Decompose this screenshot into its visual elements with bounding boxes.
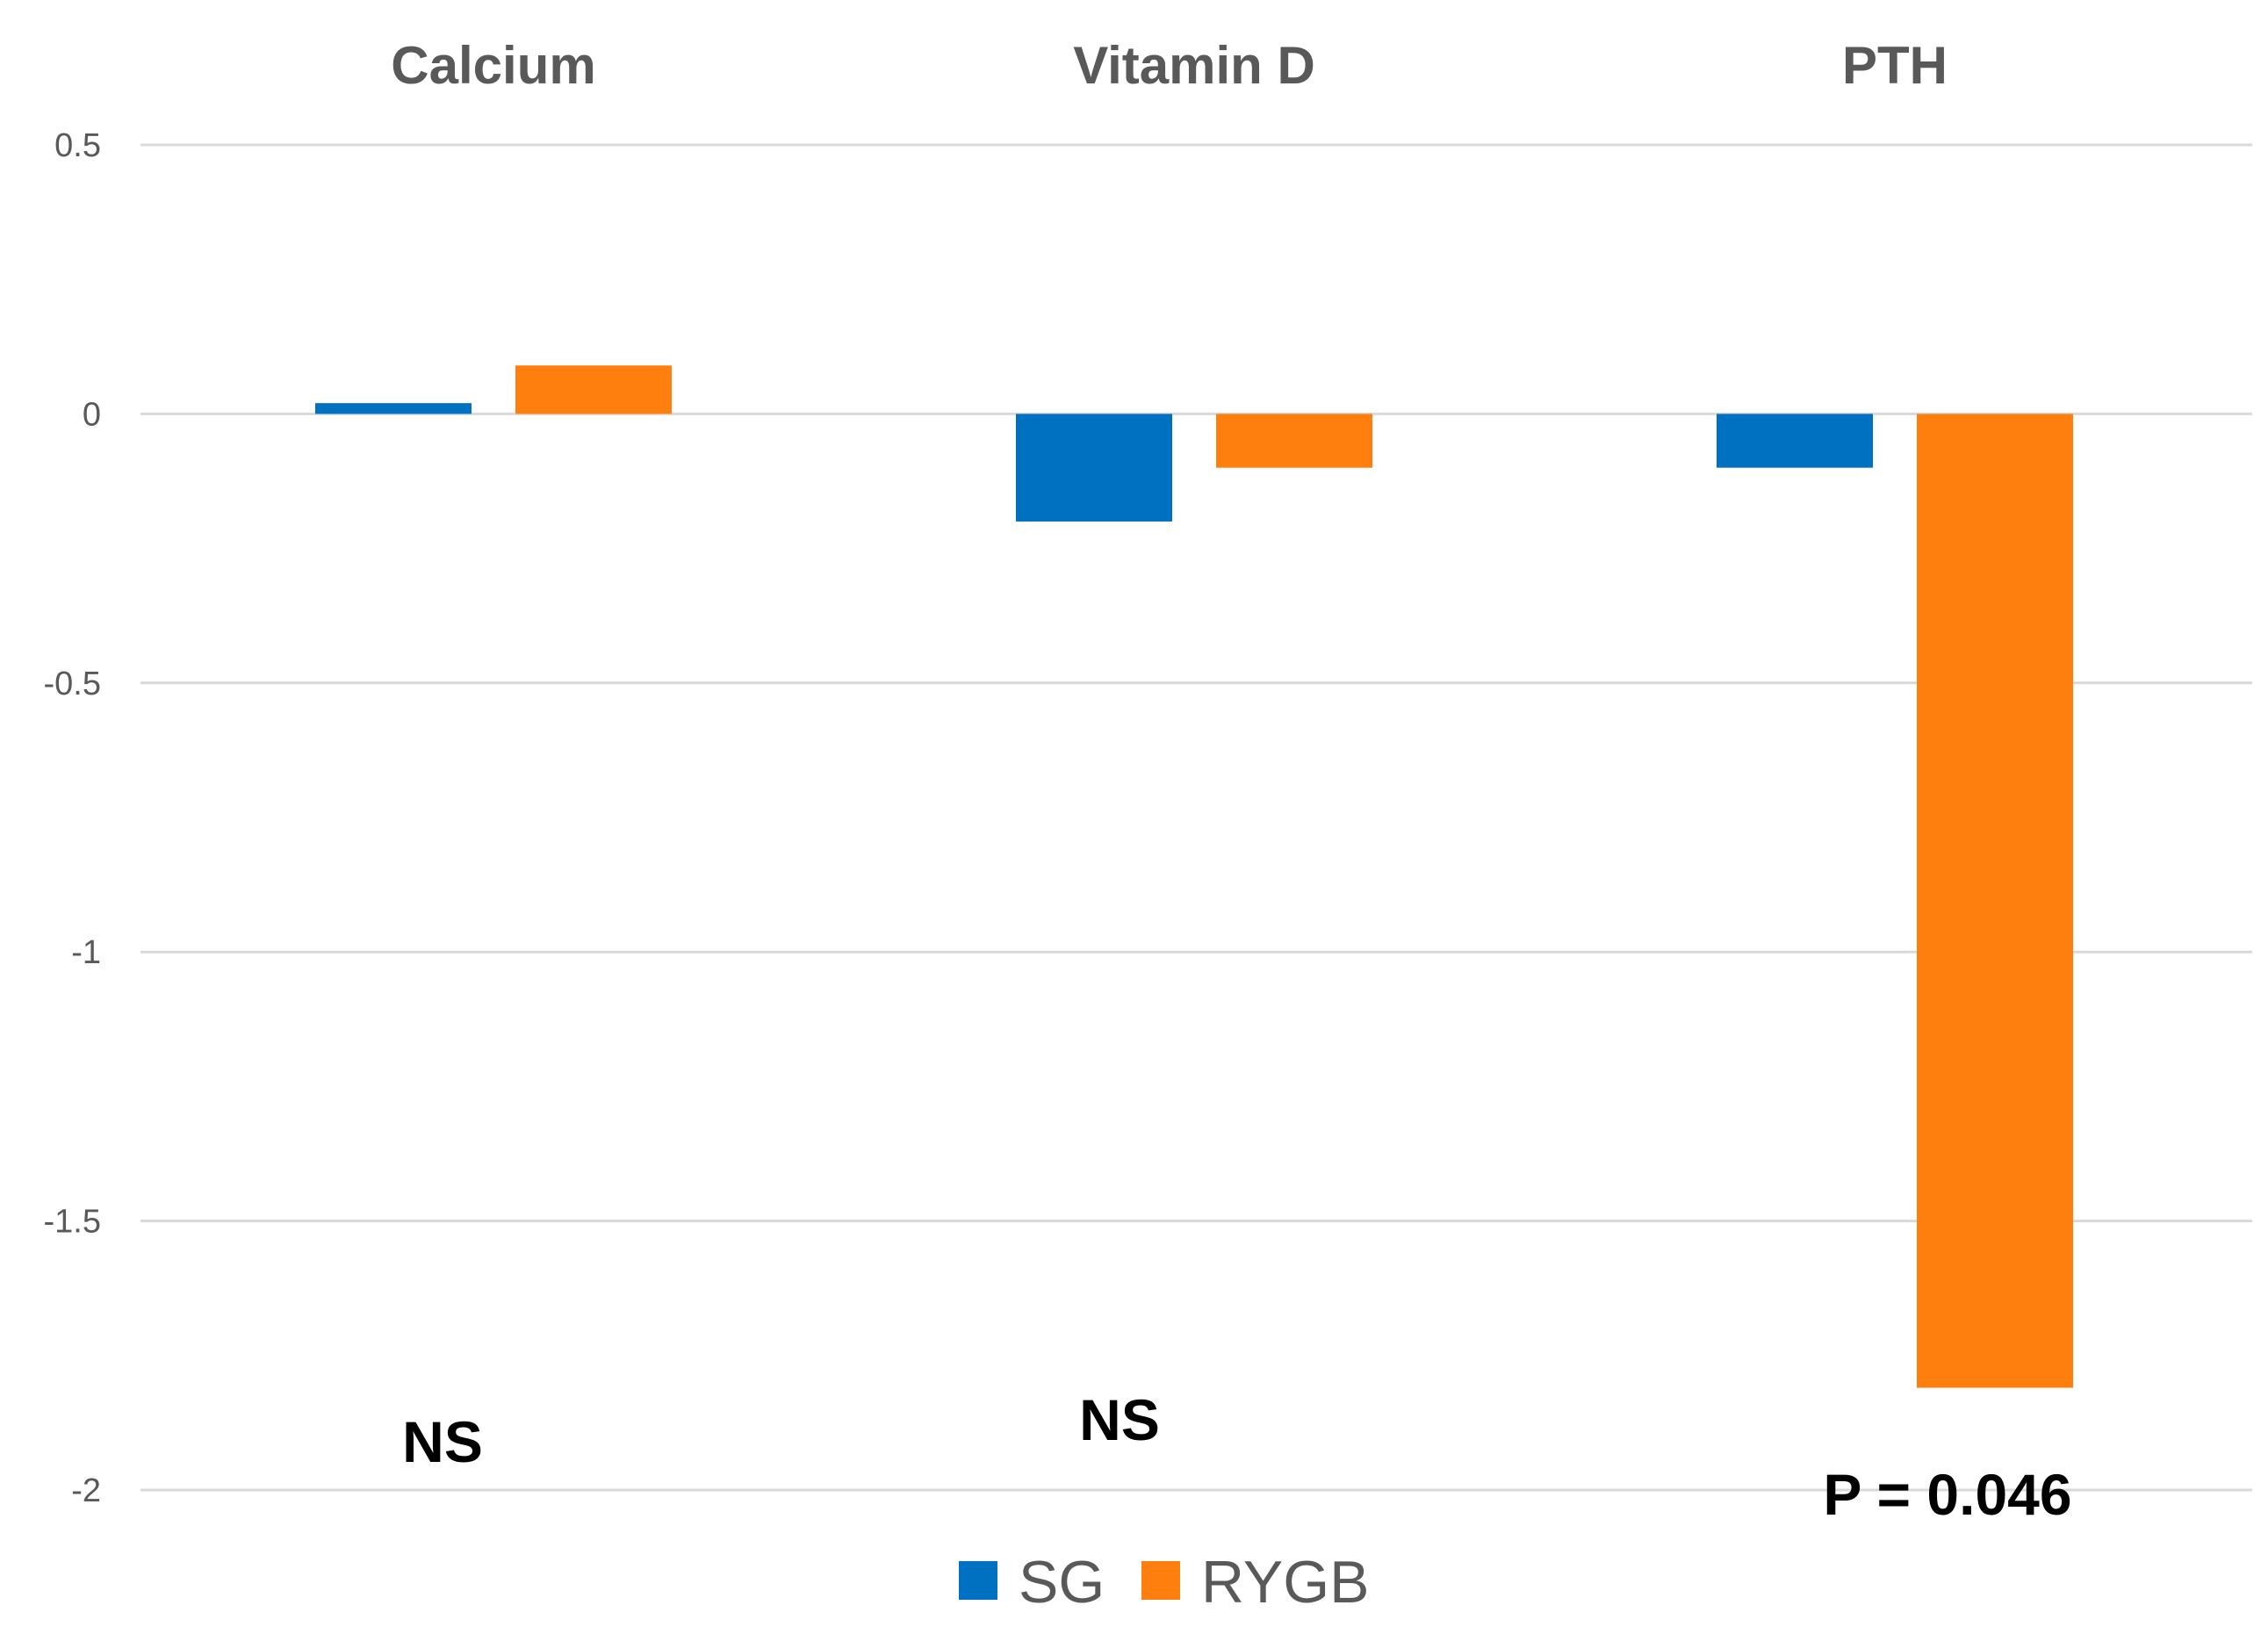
category-label: Vitamin D bbox=[1073, 36, 1315, 95]
legend-swatch bbox=[1141, 1561, 1180, 1600]
bar-sg-pth bbox=[1717, 414, 1873, 468]
bar-rygb-vitamin-d bbox=[1216, 414, 1372, 468]
bar-sg-vitamin-d bbox=[1016, 414, 1172, 522]
legend-label: RYGB bbox=[1201, 1549, 1369, 1616]
y-tick-label: 0 bbox=[83, 396, 101, 433]
significance-annotation: P = 0.046 bbox=[1823, 1462, 2071, 1527]
y-axis-ticks: 0.5 0 -0.5 -1 -1.5 -2 bbox=[44, 127, 101, 1509]
significance-annotation: NS bbox=[1079, 1387, 1160, 1452]
category-label: PTH bbox=[1842, 36, 1948, 95]
y-tick-label: 0.5 bbox=[54, 127, 101, 164]
y-tick-label: -0.5 bbox=[44, 666, 101, 702]
bars bbox=[315, 365, 2073, 1388]
y-tick-label: -1 bbox=[71, 934, 101, 971]
category-labels: Calcium Vitamin D PTH bbox=[391, 36, 1948, 95]
y-tick-label: -2 bbox=[71, 1472, 101, 1509]
y-tick-label: -1.5 bbox=[44, 1204, 101, 1241]
annotations: NS NS P = 0.046 bbox=[402, 1387, 2071, 1527]
significance-annotation: NS bbox=[402, 1409, 483, 1474]
bar-rygb-calcium bbox=[515, 365, 672, 414]
legend-swatch bbox=[959, 1561, 997, 1600]
bar-rygb-pth bbox=[1917, 414, 2073, 1388]
bar-sg-calcium bbox=[315, 403, 472, 414]
gridlines bbox=[140, 143, 2252, 1492]
legend: SG RYGB bbox=[959, 1549, 1369, 1616]
legend-label: SG bbox=[1019, 1549, 1105, 1616]
category-label: Calcium bbox=[391, 36, 595, 95]
